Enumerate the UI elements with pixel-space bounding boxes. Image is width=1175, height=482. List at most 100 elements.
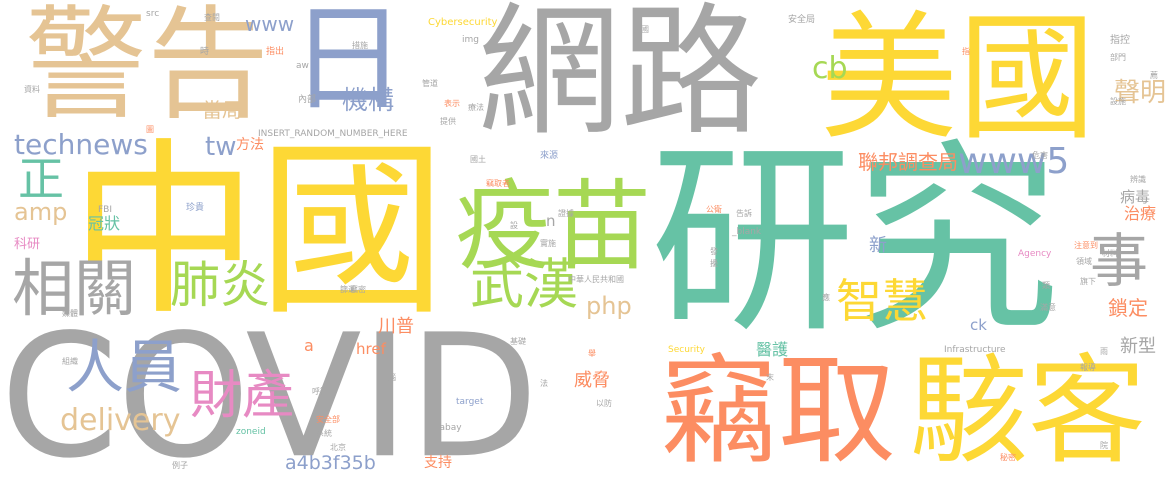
word-she: 設 <box>510 221 518 230</box>
word-internal: 內部 <box>298 95 317 105</box>
word-img: img <box>462 35 479 45</box>
word-wuhan: 武漢 <box>470 253 578 316</box>
word-law: 法 <box>540 379 548 388</box>
word-trump: 川普 <box>378 316 414 337</box>
word-matter: 事 <box>1090 227 1149 295</box>
word-agency: 機構 <box>342 86 395 116</box>
word-aw: aw <box>296 61 309 71</box>
word-usa: 美國 <box>820 0 1097 159</box>
word-measures: 措施 <box>352 41 368 50</box>
word-sci-research: 科研 <box>14 237 41 252</box>
word-example: 例子 <box>172 461 188 470</box>
word-media: 媒體 <box>62 309 78 318</box>
word-vaccine: 疫苗 <box>455 170 652 284</box>
word-homeland: 國土 <box>470 155 486 164</box>
word-provide: 提供 <box>440 117 456 126</box>
word-thief: 竊取者 <box>486 179 510 188</box>
word-fbi: FBI <box>98 205 113 215</box>
word-personnel: 人員 <box>66 333 183 401</box>
word-zhi: 指 <box>962 47 970 56</box>
word-warning: 警告 <box>25 0 269 136</box>
word-our-country: 我國 <box>633 25 649 34</box>
word-security-bureau: 安全局 <box>788 15 816 25</box>
word-evidence: 證據 <box>558 209 574 218</box>
word-recommend: 薦 <box>1150 71 1158 80</box>
word-src: src <box>146 9 160 19</box>
word-pneumonia: 肺炎 <box>170 256 270 314</box>
word-report: 報導 <box>1080 363 1096 372</box>
word-zoneid: zoneid <box>236 427 266 437</box>
word-security: Security <box>668 345 705 355</box>
word-ck: ck <box>970 316 987 334</box>
word-implement: 實施 <box>540 239 556 248</box>
word-harm: 危害 <box>1032 151 1048 160</box>
word-organization: 組織 <box>62 357 78 366</box>
word-accuse: 指控 <box>1110 35 1130 46</box>
word-precious: 珍貴 <box>186 203 205 213</box>
word-when: 時 <box>200 47 210 57</box>
word-covid: COVID <box>0 297 539 482</box>
word-indicate: 表示 <box>444 99 460 108</box>
word-kind: 類 <box>1042 281 1050 290</box>
word-end: 末 <box>766 373 774 382</box>
word-cb: cb <box>812 51 848 86</box>
word-satisfy: 滿意 <box>1040 303 1056 312</box>
word-pixabay: pixabay <box>426 423 462 433</box>
word-treatment: 治療 <box>1124 204 1157 223</box>
word-point-out: 指出 <box>266 47 285 57</box>
word-method: 方法 <box>236 137 264 153</box>
word-agency-en: Agency <box>1018 249 1052 259</box>
word-leader: 首腦 <box>380 373 396 382</box>
word-infrastructure: Infrastructure <box>944 345 1006 355</box>
word-www: www <box>245 12 295 36</box>
word-beijing: 北京 <box>330 443 346 452</box>
word-zheng: 正 <box>18 152 64 206</box>
word-novel: 新型 <box>1120 336 1156 357</box>
word-source: 來源 <box>540 151 559 161</box>
word-href: href <box>356 340 386 358</box>
word-fbi-cn: 聯邦調查局 <box>858 150 958 174</box>
word-blank: _blank <box>732 227 762 237</box>
word-threat: 威脅 <box>574 370 610 391</box>
word-www5: www5 <box>958 141 1070 182</box>
word-noticed: 注意到 <box>1074 241 1098 250</box>
word-material: 材料 <box>1102 249 1118 258</box>
word-a4b3f35b: a4b3f35b <box>285 452 376 474</box>
word-identify: 辨識 <box>1130 175 1146 184</box>
word-appeal: 呼籲 <box>312 387 328 396</box>
word-basic: 基礎 <box>510 337 526 346</box>
word-disturb: 擾 <box>710 259 718 268</box>
word-target: target <box>456 397 484 407</box>
word-china: 中國 <box>70 122 446 341</box>
word-steal-secret: 竊密 <box>350 285 366 294</box>
word-should: 應 <box>822 293 830 302</box>
word-virus: 病毒 <box>1120 188 1151 206</box>
word-insert-random: INSERT_RANDOM_NUMBER_HERE <box>258 129 408 139</box>
word-therapy: 療法 <box>468 103 484 112</box>
word-public-health: 公衛 <box>706 205 722 214</box>
word-rain: 雨 <box>1100 347 1108 356</box>
word-subsidiary: 旗下 <box>1080 277 1096 286</box>
word-corona: 冠狀 <box>88 214 121 233</box>
word-new: 新 <box>869 235 887 256</box>
word-raise: 舉 <box>588 349 596 358</box>
word-hacker: 駭客 <box>910 342 1147 480</box>
word-system: 系統 <box>316 429 332 438</box>
word-issue: 發 <box>710 247 718 256</box>
word-tell: 告訴 <box>736 209 752 218</box>
word-smart: 智慧 <box>836 274 928 328</box>
word-php: php <box>586 292 632 320</box>
word-medical: 醫護 <box>756 340 789 359</box>
word-security-ministry: 安全部 <box>316 415 340 424</box>
word-authority: 當局 <box>202 98 242 122</box>
word-delivery: delivery <box>60 403 181 438</box>
word-field: 領域 <box>1076 257 1092 266</box>
word-channel: 管道 <box>422 79 438 88</box>
word-data: 資料 <box>24 85 40 94</box>
word-research: 研究 <box>650 123 1060 361</box>
word-related: 相關 <box>12 252 137 325</box>
word-cybersecurity: Cybersecurity <box>428 17 498 28</box>
word-filter: 篩選 <box>340 285 356 294</box>
word-a: a <box>304 336 314 355</box>
